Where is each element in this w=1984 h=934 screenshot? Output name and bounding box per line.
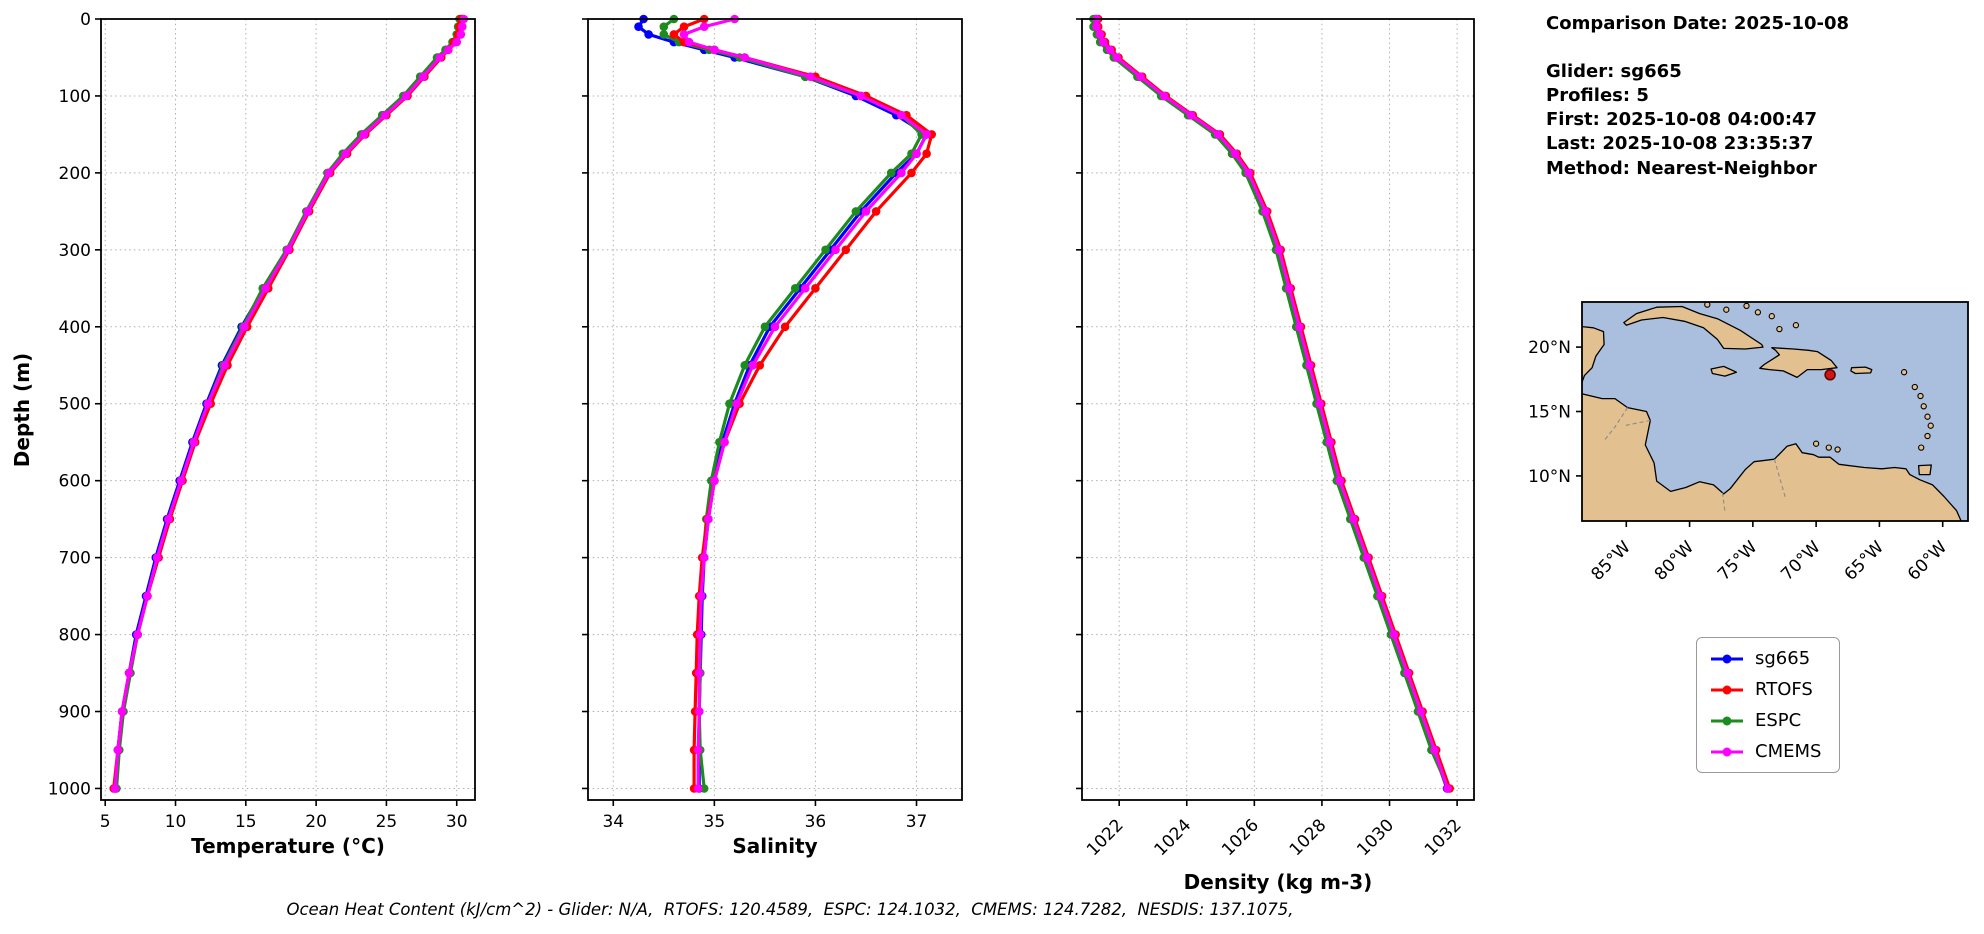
svg-text:200: 200 bbox=[59, 164, 91, 184]
svg-text:70°W: 70°W bbox=[1777, 537, 1824, 584]
land-mainland bbox=[1582, 393, 1962, 521]
cmems-line-marker-icon bbox=[1711, 747, 1743, 756]
gridlines bbox=[101, 18, 475, 800]
method-text: Method: Nearest-Neighbor bbox=[1546, 157, 1817, 179]
legend-item-sg665: sg665 bbox=[1709, 648, 1821, 669]
land-cuba bbox=[1623, 305, 1764, 350]
last-profile-text: Last: 2025-10-08 23:35:37 bbox=[1546, 133, 1814, 155]
svg-text:300: 300 bbox=[59, 241, 91, 261]
axis-tick-labels: 34 35 36 37 bbox=[602, 812, 927, 832]
legend-label-cmems: CMEMS bbox=[1755, 741, 1822, 762]
y-axis-label: Depth (m) bbox=[10, 352, 34, 468]
profiles-text: Profiles: 5 bbox=[1546, 85, 1649, 107]
svg-text:900: 900 bbox=[59, 703, 91, 723]
svg-text:15: 15 bbox=[235, 812, 257, 832]
series-CMEMS bbox=[110, 14, 469, 793]
svg-text:800: 800 bbox=[59, 626, 91, 646]
svg-text:60°W: 60°W bbox=[1904, 537, 1951, 584]
svg-text:10: 10 bbox=[165, 812, 187, 832]
series-CMEMS bbox=[679, 14, 931, 793]
map-land bbox=[1582, 302, 1962, 521]
series-ESPC bbox=[112, 14, 464, 793]
axis-tick-labels: 5 10 15 20 25 3001002003004005006007008009001… bbox=[48, 10, 468, 832]
svg-text:25: 25 bbox=[376, 812, 398, 832]
svg-text:1024: 1024 bbox=[1151, 815, 1196, 860]
density-axis-label: Density (kg m-3) bbox=[1183, 870, 1373, 894]
legend-item-cmems: CMEMS bbox=[1709, 741, 1821, 762]
series-RTOFS bbox=[109, 14, 466, 793]
svg-text:80°W: 80°W bbox=[1651, 537, 1698, 584]
svg-text:34: 34 bbox=[602, 812, 624, 832]
info-panel: Comparison Date: 2025-10-08 Glider: sg66… bbox=[1546, 12, 1849, 181]
svg-text:36: 36 bbox=[805, 812, 827, 832]
svg-text:35: 35 bbox=[704, 812, 726, 832]
salinity-axis-label: Salinity bbox=[732, 834, 818, 858]
series-ESPC bbox=[659, 14, 926, 793]
sg665-line-marker-icon bbox=[1711, 654, 1743, 663]
svg-text:0: 0 bbox=[80, 10, 91, 30]
gridlines bbox=[588, 18, 962, 800]
svg-text:85°W: 85°W bbox=[1587, 537, 1634, 584]
land-hispaniola bbox=[1759, 347, 1838, 379]
svg-text:100: 100 bbox=[59, 87, 91, 107]
svg-text:1026: 1026 bbox=[1218, 815, 1263, 860]
series-sg665 bbox=[634, 14, 931, 793]
legend-label-sg665: sg665 bbox=[1755, 648, 1811, 669]
axis-ticks bbox=[95, 18, 458, 806]
svg-text:15°N: 15°N bbox=[1528, 403, 1571, 423]
series-RTOFS bbox=[669, 14, 936, 793]
svg-text:37: 37 bbox=[906, 812, 928, 832]
series-RTOFS bbox=[1093, 14, 1454, 793]
svg-text:500: 500 bbox=[59, 395, 91, 415]
svg-text:30: 30 bbox=[446, 812, 468, 832]
ohc-caption: Ocean Heat Content (kJ/cm^2) - Glider: N… bbox=[286, 900, 1294, 919]
land-puerto_rico bbox=[1850, 366, 1873, 375]
legend-item-espc: ESPC bbox=[1709, 710, 1821, 731]
svg-text:65°W: 65°W bbox=[1841, 537, 1888, 584]
series-sg665 bbox=[110, 14, 467, 793]
map-ticks bbox=[1576, 346, 1944, 527]
svg-text:20°N: 20°N bbox=[1528, 338, 1571, 358]
comparison-date-text: Comparison Date: 2025-10-08 bbox=[1546, 13, 1850, 34]
svg-text:10°N: 10°N bbox=[1528, 467, 1571, 487]
espc-line-marker-icon bbox=[1711, 716, 1743, 725]
info-panel-spacer bbox=[1546, 36, 1849, 60]
series-sg665 bbox=[1091, 14, 1452, 793]
temperature-axis-label: Temperature (°C) bbox=[191, 834, 385, 858]
svg-text:1030: 1030 bbox=[1353, 815, 1398, 860]
rtofs-line-marker-icon bbox=[1711, 685, 1743, 694]
chart-temperature: 5 10 15 20 25 3001002003004005006007008009001… bbox=[48, 10, 476, 832]
chart-salinity: 34 35 36 37 bbox=[582, 14, 963, 832]
legend: sg665 RTOFS ESPC CMEMS bbox=[1696, 637, 1841, 773]
svg-text:1022: 1022 bbox=[1083, 815, 1128, 860]
axis-tick-labels: 1022 1024 1026 1028 1030 1032 bbox=[1083, 815, 1466, 860]
legend-label-rtofs: RTOFS bbox=[1755, 679, 1813, 700]
svg-text:1000: 1000 bbox=[48, 779, 91, 799]
glider-location-marker bbox=[1824, 369, 1836, 381]
series-CMEMS bbox=[1092, 14, 1452, 793]
svg-text:400: 400 bbox=[59, 318, 91, 338]
gridlines bbox=[1082, 18, 1474, 800]
chart-density: 1022 1024 1026 1028 1030 1032 bbox=[1076, 14, 1475, 860]
svg-text:20: 20 bbox=[305, 812, 327, 832]
svg-text:75°W: 75°W bbox=[1714, 537, 1761, 584]
first-profile-text: First: 2025-10-08 04:00:47 bbox=[1546, 109, 1818, 131]
land-jamaica bbox=[1710, 365, 1738, 377]
svg-text:1028: 1028 bbox=[1286, 815, 1331, 860]
glider-text: Glider: sg665 bbox=[1546, 61, 1682, 83]
svg-text:5: 5 bbox=[100, 812, 111, 832]
location-map: 85°W 80°W 75°W 70°W 65°W 60°W 20°N 15°N 10°N bbox=[1528, 301, 1969, 585]
svg-text:600: 600 bbox=[59, 472, 91, 492]
legend-item-rtofs: RTOFS bbox=[1709, 679, 1821, 700]
land-trinidad bbox=[1917, 464, 1932, 476]
land-yucatan bbox=[1582, 325, 1605, 385]
axis-ticks bbox=[582, 18, 918, 806]
series-ESPC bbox=[1089, 14, 1453, 793]
axis-ticks bbox=[1076, 18, 1458, 806]
svg-text:1032: 1032 bbox=[1421, 815, 1466, 860]
svg-text:700: 700 bbox=[59, 549, 91, 569]
legend-label-espc: ESPC bbox=[1755, 710, 1802, 731]
